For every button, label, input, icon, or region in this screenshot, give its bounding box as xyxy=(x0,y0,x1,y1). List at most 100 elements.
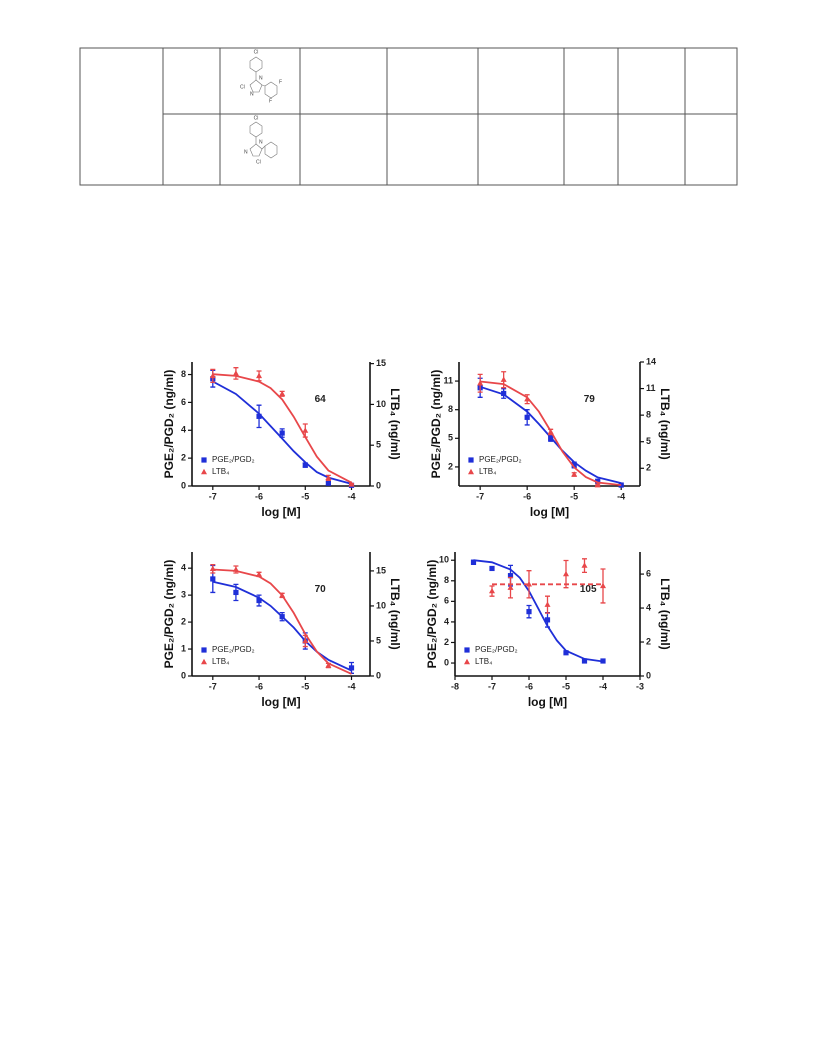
x-tick-label: -4 xyxy=(347,491,355,501)
point xyxy=(594,481,601,488)
point xyxy=(489,565,495,572)
point xyxy=(526,609,532,615)
y2-tick-label: 8 xyxy=(646,410,651,420)
x-tick-label: -3 xyxy=(636,681,644,691)
x-tick-label: -4 xyxy=(617,491,625,501)
point xyxy=(489,587,495,594)
fit-curve xyxy=(212,568,352,675)
y2-axis-label: LTB₄ (ng/ml) xyxy=(658,388,672,459)
point xyxy=(581,658,588,664)
legend-label: LTB₄ xyxy=(475,657,492,666)
legend-label: PGE₂/PGD₂ xyxy=(475,645,518,654)
fit-curve xyxy=(212,380,352,485)
atom: Cl xyxy=(240,84,245,90)
y-tick-label: 4 xyxy=(181,563,186,573)
fit-curve xyxy=(473,559,604,663)
legend-label: PGE₂/PGD₂ xyxy=(479,455,522,464)
point xyxy=(256,413,262,419)
y2-tick-label: 14 xyxy=(646,356,656,366)
y-tick-label: 0 xyxy=(181,480,186,490)
y-axis-label: PGE₂/PGD₂ (ng/ml) xyxy=(162,560,176,669)
legend-marker xyxy=(201,468,207,475)
y-tick-label: 4 xyxy=(181,425,186,435)
y2-tick-label: 5 xyxy=(376,440,381,450)
point xyxy=(507,573,514,579)
structure xyxy=(249,121,278,159)
y2-tick-label: 15 xyxy=(376,358,386,368)
point xyxy=(256,571,263,577)
annotation: 79 xyxy=(584,394,596,405)
x-tick-label: -7 xyxy=(209,681,217,691)
y2-axis-label: LTB₄ (ng/ml) xyxy=(658,578,672,649)
point xyxy=(325,480,331,486)
y2-tick-label: 10 xyxy=(376,600,386,610)
legend-marker xyxy=(464,658,470,665)
y2-tick-label: 15 xyxy=(376,565,386,575)
x-axis-label: log [M] xyxy=(530,505,569,519)
point xyxy=(279,390,286,397)
fit-curve xyxy=(479,385,622,484)
point xyxy=(563,650,569,656)
point xyxy=(547,428,554,435)
y2-tick-label: 10 xyxy=(376,399,386,409)
y-tick-label: 0 xyxy=(444,657,449,667)
point xyxy=(325,474,332,481)
point xyxy=(600,658,606,664)
point xyxy=(501,390,507,397)
y2-tick-label: 11 xyxy=(646,383,656,393)
x-tick-label: -5 xyxy=(301,681,309,691)
legend-marker xyxy=(464,647,470,653)
table: Cl N Cl N F F Cl N N Cl xyxy=(79,47,738,186)
point xyxy=(571,462,577,468)
y-tick-label: 10 xyxy=(439,555,449,565)
point xyxy=(209,565,216,572)
structure xyxy=(249,56,278,99)
y-tick-label: 11 xyxy=(443,375,453,385)
point xyxy=(507,584,514,590)
y-tick-label: 5 xyxy=(448,433,453,443)
x-axis-label: log [M] xyxy=(261,695,300,709)
y2-tick-label: 0 xyxy=(376,480,381,490)
point xyxy=(325,662,332,668)
x-tick-label: -4 xyxy=(347,681,355,691)
point xyxy=(348,481,355,487)
fit-curve xyxy=(212,580,352,672)
annotation: 64 xyxy=(315,394,327,405)
legend-marker xyxy=(201,658,207,665)
point xyxy=(348,665,355,671)
y-axis-label: PGE₂/PGD₂ (ng/ml) xyxy=(425,560,439,669)
y-tick-label: 4 xyxy=(444,616,449,626)
point xyxy=(526,581,532,587)
x-tick-label: -7 xyxy=(488,681,496,691)
point xyxy=(581,562,588,568)
point xyxy=(232,566,239,572)
y-tick-label: 6 xyxy=(444,596,449,606)
x-axis-label: log [M] xyxy=(528,695,567,709)
point xyxy=(544,617,551,623)
x-axis-label: log [M] xyxy=(261,505,300,519)
point xyxy=(563,570,569,577)
annotation: 105 xyxy=(580,584,597,595)
x-tick-label: -7 xyxy=(209,491,217,501)
y2-tick-label: 5 xyxy=(376,635,381,645)
point xyxy=(302,462,308,468)
point xyxy=(233,589,239,596)
atom: N xyxy=(250,91,254,97)
table-border xyxy=(79,47,738,186)
y-tick-label: 8 xyxy=(448,404,453,414)
point xyxy=(524,414,530,420)
y2-tick-label: 5 xyxy=(646,436,651,446)
y2-axis-label: LTB₄ (ng/ml) xyxy=(388,578,402,649)
y-tick-label: 8 xyxy=(181,369,186,379)
y2-tick-label: 2 xyxy=(646,636,651,646)
x-tick-label: -6 xyxy=(255,681,263,691)
atom: F xyxy=(279,79,282,85)
annotation: 70 xyxy=(315,584,327,595)
point xyxy=(544,601,551,607)
legend-marker xyxy=(468,468,474,475)
x-tick-label: -6 xyxy=(255,491,263,501)
legend-marker xyxy=(201,457,207,463)
atom: Cl xyxy=(254,49,259,55)
y-tick-label: 2 xyxy=(181,616,186,626)
